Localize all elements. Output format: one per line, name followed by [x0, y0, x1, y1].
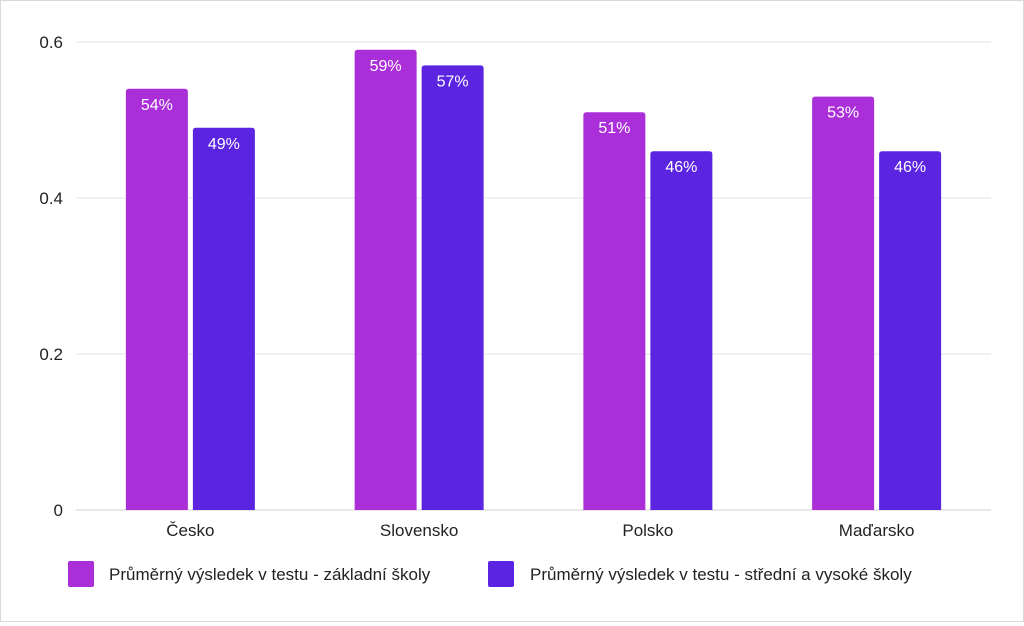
legend-label: Průměrný výsledek v testu - střední a vy…: [530, 565, 912, 584]
chart-container: 0 0.2 0.4 0.6 54% 49% 59% 57% 51% 46% 53% 46% Česk…: [0, 0, 1024, 622]
bar-data-label: 46%: [665, 159, 697, 176]
legend-swatch: [488, 561, 514, 587]
bars: 54% 49% 59% 57% 51% 46% 53% 46%: [126, 50, 941, 510]
x-category-label: Polsko: [622, 521, 673, 540]
bar-zakladni-3: [812, 97, 874, 510]
bar-zakladni-0: [126, 89, 188, 510]
y-tick-label: 0.6: [39, 33, 63, 52]
x-category-label: Maďarsko: [839, 521, 915, 540]
y-tick-label: 0.4: [39, 189, 63, 208]
bar-data-label: 57%: [437, 73, 469, 90]
y-tick-label: 0.2: [39, 345, 63, 364]
bar-zakladni-1: [355, 50, 417, 510]
y-axis-ticks: 0 0.2 0.4 0.6: [39, 33, 63, 520]
bar-data-label: 51%: [598, 120, 630, 137]
legend-label: Průměrný výsledek v testu - základní ško…: [109, 565, 431, 584]
x-category-label: Česko: [166, 521, 214, 540]
legend: Průměrný výsledek v testu - základní ško…: [68, 561, 912, 587]
x-category-label: Slovensko: [380, 521, 458, 540]
bar-data-label: 59%: [370, 58, 402, 75]
bar-stredni-0: [193, 128, 255, 510]
bar-data-label: 53%: [827, 105, 859, 122]
bar-data-label: 46%: [894, 159, 926, 176]
legend-swatch: [68, 561, 94, 587]
bar-data-label: 49%: [208, 136, 240, 153]
y-tick-label: 0: [54, 501, 63, 520]
bar-stredni-3: [879, 151, 941, 510]
bar-stredni-1: [422, 65, 484, 510]
bar-stredni-2: [650, 151, 712, 510]
x-axis-categories: Česko Slovensko Polsko Maďarsko: [166, 521, 914, 540]
bar-zakladni-2: [583, 112, 645, 510]
bar-chart: 0 0.2 0.4 0.6 54% 49% 59% 57% 51% 46% 53% 46% Česk…: [1, 1, 1023, 621]
bar-data-label: 54%: [141, 97, 173, 114]
